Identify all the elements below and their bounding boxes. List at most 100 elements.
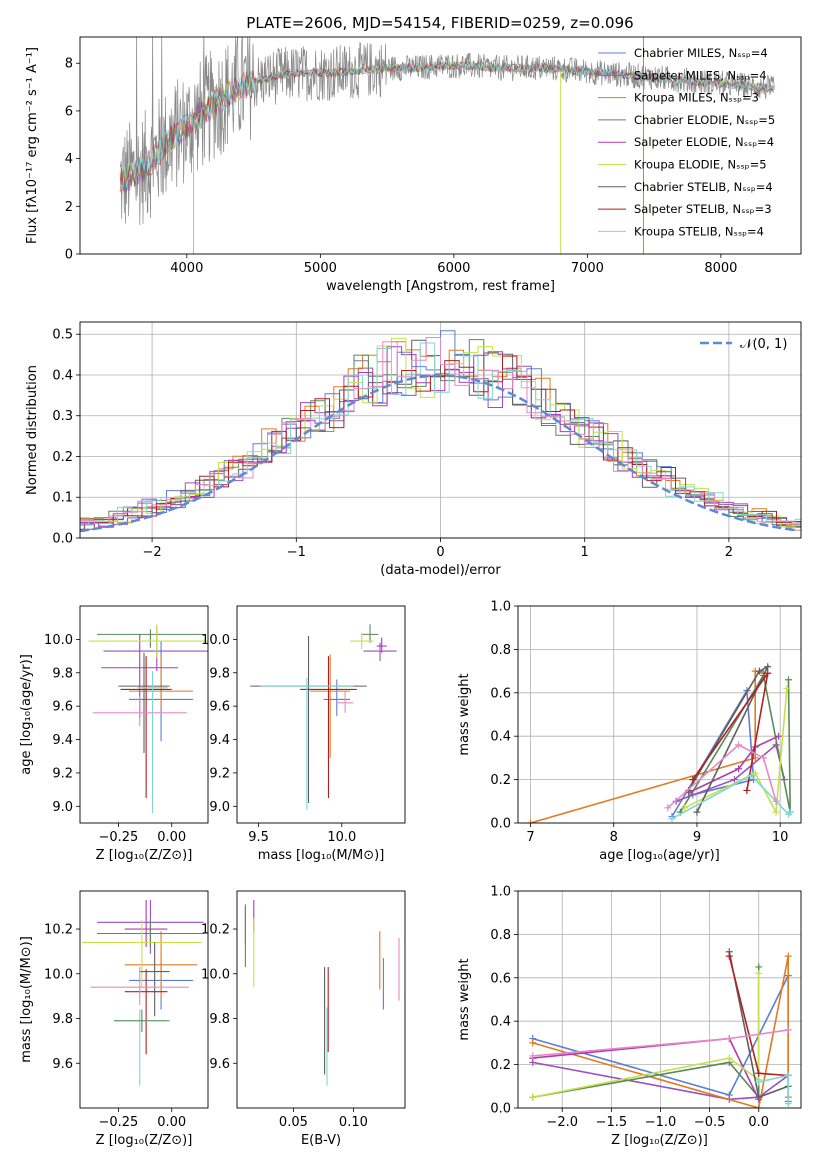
- weight-marker: [755, 1093, 763, 1101]
- data-point: [361, 624, 379, 643]
- weight-marker: [725, 1054, 733, 1062]
- y-tick-label: 0.4: [490, 730, 511, 745]
- y-tick-label: 9.8: [209, 1012, 230, 1027]
- data-point: [120, 656, 172, 798]
- weight-marker: [772, 797, 780, 805]
- data-point: [97, 629, 204, 648]
- weight-marker: [755, 969, 763, 977]
- weight-marker: [784, 1071, 792, 1079]
- weight-marker: [725, 1035, 733, 1043]
- x-tick-label: −2: [143, 545, 162, 560]
- y-axis-label: mass [log₁₀(M/M⊙)]: [19, 936, 34, 1063]
- weight-series-3: [679, 673, 791, 813]
- x-tick-label: −0.5: [694, 1115, 726, 1130]
- weight-marker: [755, 1104, 763, 1108]
- weight-marker: [786, 808, 794, 816]
- y-tick-label: 0.8: [490, 643, 511, 658]
- x-tick-label: 0.0: [748, 1115, 769, 1130]
- weight-marker: [764, 663, 772, 671]
- y-tick-label: 0.0: [490, 817, 511, 832]
- y-tick-label: 6: [65, 104, 73, 119]
- x-tick-label: 0: [436, 545, 444, 560]
- data-point: [323, 679, 351, 717]
- model-spectrum-8: [119, 61, 775, 189]
- y-tick-label: 4: [65, 152, 73, 167]
- errorbars: [250, 624, 397, 810]
- weight-marker: [775, 732, 783, 740]
- y-tick-label: 0.8: [490, 928, 511, 943]
- x-tick-label: 2: [725, 545, 733, 560]
- age-vs-Z-panel: −0.25 0.00 9.0 9.2 9.4 9.6 9.8 10.0 Z [log₁₀(Z/Z…: [19, 605, 209, 863]
- axes-frame: [79, 321, 802, 539]
- spectrum-lines: [119, 37, 775, 254]
- x-axis-label: mass [log₁₀(M/M⊙)]: [258, 848, 385, 863]
- legend-entry: Salpeter ELODIE, Nₛₛₚ=4: [634, 135, 774, 149]
- data-point: [92, 696, 187, 727]
- x-tick-label: −0.25: [98, 1115, 138, 1130]
- y-tick-label: 1.0: [490, 600, 511, 615]
- x-tick-label: −1: [287, 545, 306, 560]
- x-tick-label: 0.10: [339, 1115, 368, 1130]
- legend: Chabrier MILES, Nₛₛₚ=4 Salpeter MILES, Nₛ…: [598, 46, 775, 238]
- axes-frame: [236, 890, 406, 1109]
- weight-marker: [783, 684, 791, 692]
- weight-marker: [785, 676, 793, 684]
- weight-marker: [751, 769, 759, 777]
- legend-entry: Salpeter STELIB, Nₛₛₚ=3: [634, 202, 772, 216]
- legend-entry: Kroupa STELIB, Nₛₛₚ=4: [634, 224, 764, 238]
- y-tick-label: 0.2: [490, 1058, 511, 1073]
- x-tick-label: −0.25: [98, 830, 138, 845]
- x-axis-label: Z [log₁₀(Z/Z⊙)]: [611, 1133, 708, 1148]
- x-axis-label: (data-model)/error: [380, 563, 501, 578]
- data-point: [250, 636, 367, 803]
- y-tick-label: 9.2: [209, 766, 230, 781]
- x-tick-label: 1: [581, 545, 589, 560]
- x-tick-label: 0.00: [157, 1115, 186, 1130]
- y-tick-label: 2: [65, 200, 73, 215]
- y-tick-label: 9.6: [52, 700, 73, 715]
- x-axis-label: Z [log₁₀(Z/Z⊙)]: [96, 1133, 193, 1148]
- model-spectrum-3: [119, 60, 774, 191]
- y-tick-label: 10.0: [44, 967, 73, 982]
- y-tick-label: 9.4: [52, 733, 73, 748]
- x-tick-label: −1.5: [596, 1115, 628, 1130]
- y-tick-label: 8: [65, 57, 73, 72]
- weight-marker: [730, 776, 738, 784]
- y-tick-label: 9.6: [209, 1057, 230, 1072]
- y-tick-label: 0.6: [490, 971, 511, 986]
- x-tick-label: 4000: [170, 261, 203, 276]
- axes-frame: [517, 890, 802, 1109]
- axes-frame: [517, 605, 802, 824]
- data-point: [139, 942, 170, 1017]
- data-point: [124, 931, 198, 999]
- x-tick-label: 0.05: [279, 1115, 308, 1130]
- weight-marker: [755, 1069, 763, 1077]
- histograms: [80, 330, 801, 533]
- data-point: [376, 637, 387, 653]
- weight-marker: [784, 952, 792, 960]
- x-axis-label: age [log₁₀(age/yr)]: [599, 848, 720, 863]
- x-tick-label: 5000: [304, 261, 337, 276]
- y-tick-label: 0.2: [490, 773, 511, 788]
- weight-lines: [526, 663, 794, 823]
- gaussian-curve: [80, 374, 799, 533]
- histogram-series-8: [80, 342, 801, 525]
- weight-marker: [693, 808, 701, 816]
- y-tick-label: 10.2: [44, 923, 73, 938]
- data-point: [118, 652, 170, 753]
- weight-marker: [668, 815, 676, 823]
- weight-series-3: [532, 967, 760, 1100]
- y-axis-label: Flux [fλ10⁻¹⁷ erg cm⁻² s⁻¹ A⁻¹]: [25, 47, 40, 244]
- y-axis-label: age [log₁₀(age/yr)]: [19, 654, 34, 775]
- legend-entry: Chabrier STELIB, Nₛₛₚ=4: [634, 180, 773, 194]
- residuals-panel: −2 −1 0 1 2 0.0 0.1 0.2 0.3 0.4 0.5 (data-model)/er…: [25, 321, 802, 578]
- axes-frame: [79, 605, 209, 824]
- figure-title: PLATE=2606, MJD=54154, FIBERID=0259, z=0…: [246, 14, 633, 32]
- x-tick-label: 6000: [437, 261, 470, 276]
- x-tick-label: 10.0: [327, 830, 356, 845]
- y-tick-label: 0.3: [52, 409, 73, 424]
- weight-marker: [772, 808, 780, 816]
- x-axis-label: Z [log₁₀(Z/Z⊙)]: [96, 848, 193, 863]
- legend-entry: Chabrier ELODIE, Nₛₛₚ=5: [634, 113, 775, 127]
